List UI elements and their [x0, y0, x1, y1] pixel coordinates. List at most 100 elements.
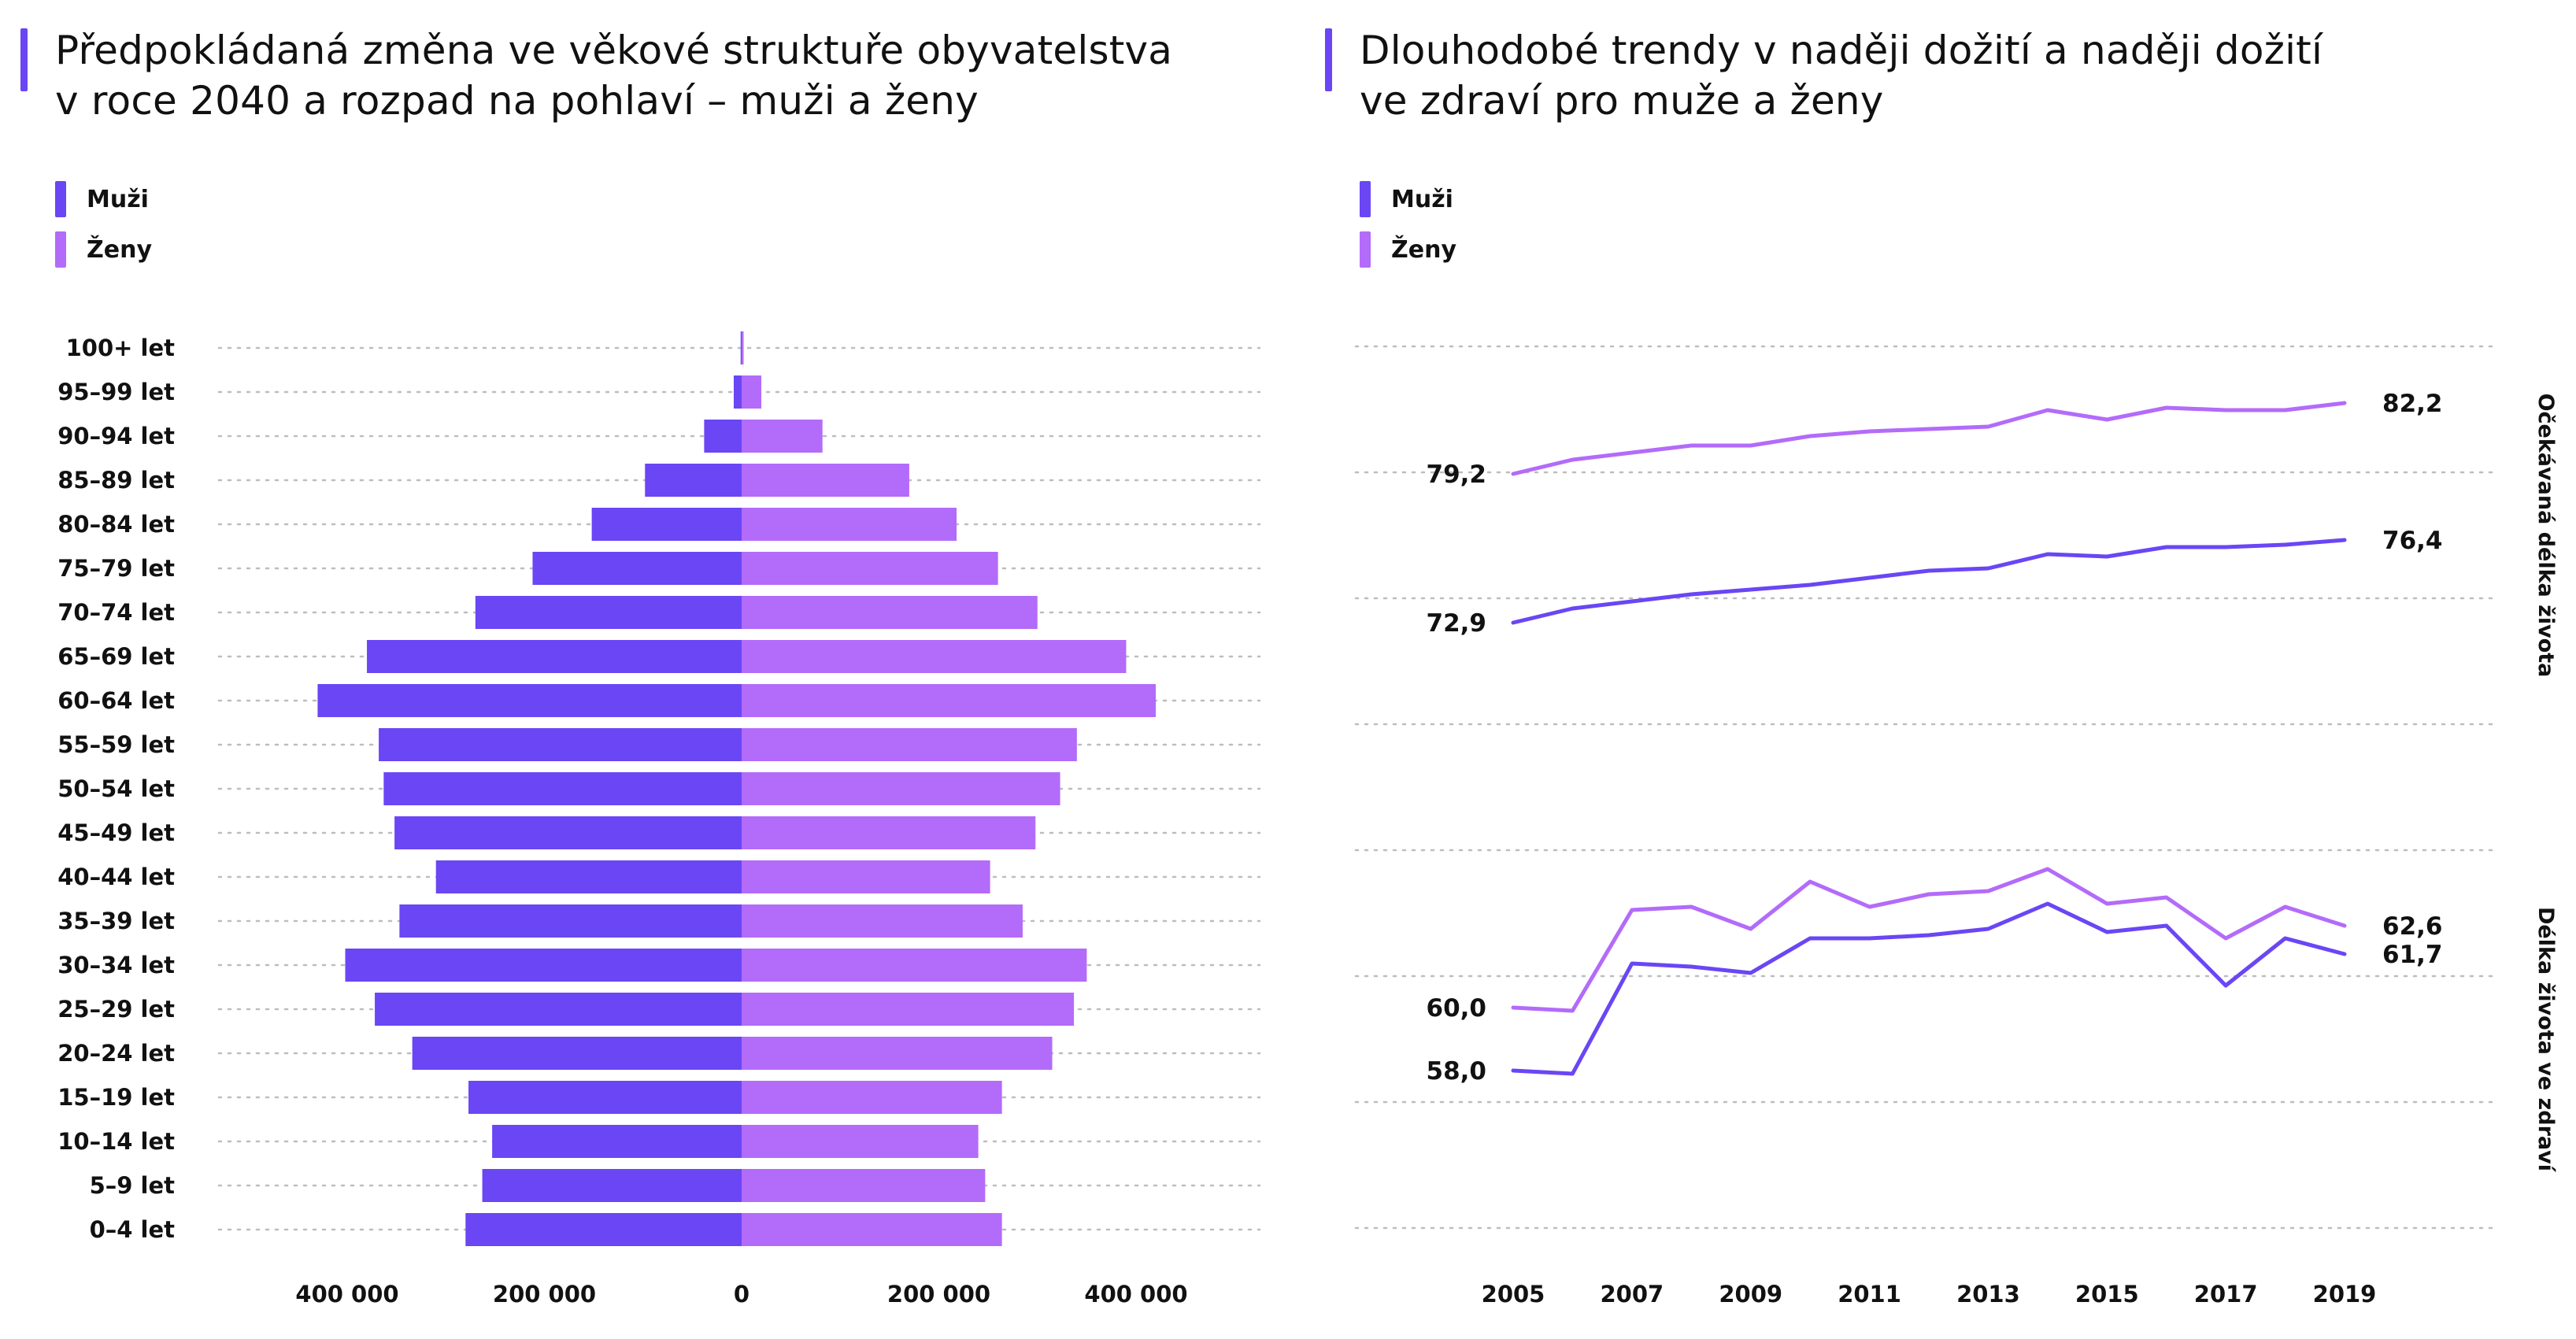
left-legend-female-swatch: [55, 231, 66, 268]
pyramid-bar-female: [742, 375, 762, 409]
line-x-tick-label: 2019: [2313, 1281, 2377, 1308]
pyramid-bar-male: [367, 640, 742, 673]
pyramid-x-tick-label: 0: [734, 1281, 749, 1308]
line-end-value-label: 61,7: [2382, 941, 2443, 969]
left-title-line1: Předpokládaná změna ve věkové struktuře …: [55, 28, 1173, 73]
right-legend-female: Ženy: [1360, 231, 1456, 268]
pyramid-bar-female: [742, 1213, 1002, 1246]
pyramid-category-label: 85–89 let: [57, 467, 175, 494]
pyramid-bar-male: [645, 464, 742, 497]
pyramid-bar-female: [742, 420, 823, 453]
pyramid-bar-female: [742, 464, 909, 497]
pyramid-bar-male: [383, 772, 742, 805]
pyramid-bar-female: [742, 860, 990, 893]
left-legend-male-swatch: [55, 181, 66, 217]
left-legend-male-label: Muži: [87, 185, 149, 213]
left-legend-male: Muži: [55, 181, 149, 217]
pyramid-bar-male: [379, 728, 742, 761]
pyramid-category-label: 70–74 let: [57, 599, 175, 626]
line-start-value-label: 79,2: [1427, 461, 1487, 489]
pyramid-bar-female: [742, 728, 1077, 761]
pyramid-category-label: 45–49 let: [57, 819, 175, 846]
right-title-line1: Dlouhodobé trendy v naději dožití a nadě…: [1360, 28, 2323, 73]
right-title-line2: ve zdraví pro muže a ženy: [1360, 78, 1884, 124]
left-title-accent: [20, 28, 28, 91]
line-start-value-label: 58,0: [1427, 1057, 1487, 1086]
pyramid-bar-female: [742, 1037, 1053, 1070]
pyramid-bar-male: [704, 420, 742, 453]
panel-side-label: Očekávaná délka života: [2533, 394, 2558, 678]
population-pyramid: 100+ let 95–99 let 90–94 let 85–89 let 80–84…: [57, 331, 1261, 1308]
left-chart-title: Předpokládaná změna ve věkové struktuře …: [55, 25, 1283, 126]
pyramid-bar-female: [742, 508, 957, 541]
pyramid-category-label: 50–54 let: [57, 775, 175, 802]
pyramid-category-label: 10–14 let: [57, 1128, 175, 1155]
pyramid-category-label: 100+ let: [66, 335, 176, 361]
right-chart-title: Dlouhodobé trendy v naději dožití a nadě…: [1360, 25, 2541, 126]
right-legend-male: Muži: [1360, 181, 1453, 217]
pyramid-bar-male: [475, 596, 742, 629]
pyramid-bar-female: [742, 331, 744, 364]
pyramid-bar-female: [742, 772, 1060, 805]
pyramid-bar-female: [742, 552, 998, 585]
pyramid-bar-male: [435, 860, 742, 893]
life-expectancy-chart: 79,2 82,2 72,9 76,4 Očekávaná délka života 60…: [1354, 345, 2558, 1308]
pyramid-bar-male: [733, 375, 742, 409]
right-legend-male-label: Muži: [1391, 185, 1453, 213]
pyramid-bar-male: [482, 1169, 742, 1202]
panel-side-label: Délka života ve zdraví: [2533, 907, 2558, 1173]
line-start-value-label: 60,0: [1427, 994, 1487, 1023]
pyramid-bar-male: [492, 1125, 742, 1158]
pyramid-x-tick-label: 200 000: [887, 1281, 990, 1308]
line-end-value-label: 82,2: [2382, 390, 2443, 418]
pyramid-category-label: 20–24 let: [57, 1040, 175, 1067]
pyramid-category-label: 40–44 let: [57, 864, 175, 890]
line-x-tick-label: 2017: [2194, 1281, 2258, 1308]
line-series-female: [1511, 867, 2347, 1013]
line-x-tick-label: 2007: [1600, 1281, 1664, 1308]
pyramid-category-label: 15–19 let: [57, 1084, 175, 1111]
pyramid-bar-male: [468, 1081, 742, 1114]
pyramid-bar-male: [345, 949, 742, 982]
pyramid-bar-female: [742, 1169, 986, 1202]
pyramid-bar-male: [532, 552, 742, 585]
pyramid-category-label: 90–94 let: [57, 423, 175, 449]
pyramid-bar-male: [740, 331, 742, 364]
pyramid-bar-female: [742, 904, 1023, 938]
left-legend-female-label: Ženy: [87, 235, 153, 264]
pyramid-category-label: 30–34 let: [57, 952, 175, 978]
left-title-line2: v roce 2040 a rozpad na pohlaví – muži a…: [55, 78, 979, 124]
line-end-value-label: 62,6: [2382, 912, 2443, 941]
line-x-tick-label: 2011: [1838, 1281, 1901, 1308]
right-legend-female-swatch: [1360, 231, 1371, 268]
pyramid-x-tick-label: 400 000: [295, 1281, 398, 1308]
pyramid-bar-female: [742, 1081, 1002, 1114]
line-x-tick-label: 2013: [1956, 1281, 2020, 1308]
pyramid-category-label: 75–79 let: [57, 555, 175, 582]
pyramid-category-label: 80–84 let: [57, 511, 175, 538]
pyramid-x-tick-label: 400 000: [1084, 1281, 1187, 1308]
line-series-male: [1511, 538, 2347, 625]
pyramid-category-label: 95–99 let: [57, 379, 175, 405]
pyramid-bar-male: [465, 1213, 742, 1246]
pyramid-bar-male: [317, 684, 742, 717]
pyramid-bar-male: [375, 993, 742, 1026]
pyramid-category-label: 35–39 let: [57, 908, 175, 934]
line-x-tick-label: 2015: [2075, 1281, 2139, 1308]
right-title-accent: [1325, 28, 1332, 91]
line-series-female: [1511, 401, 2347, 476]
pyramid-category-label: 0–4 let: [90, 1216, 176, 1243]
pyramid-bar-female: [742, 640, 1127, 673]
pyramid-bar-female: [742, 993, 1075, 1026]
right-legend-female-label: Ženy: [1391, 235, 1457, 264]
right-legend-male-swatch: [1360, 181, 1371, 217]
pyramid-category-label: 55–59 let: [57, 731, 175, 758]
pyramid-category-label: 60–64 let: [57, 687, 175, 714]
left-legend-female: Ženy: [55, 231, 152, 268]
pyramid-bar-male: [412, 1037, 742, 1070]
pyramid-bar-female: [742, 684, 1157, 717]
line-x-tick-label: 2005: [1482, 1281, 1545, 1308]
pyramid-bar-female: [742, 949, 1087, 982]
pyramid-bar-female: [742, 596, 1038, 629]
pyramid-bar-male: [394, 816, 742, 849]
